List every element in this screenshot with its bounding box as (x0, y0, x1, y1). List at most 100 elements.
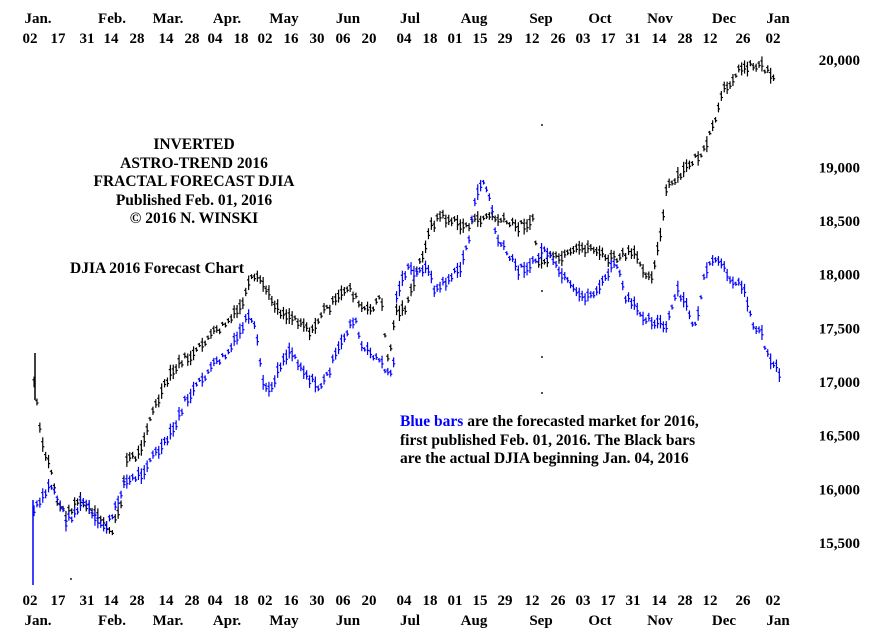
day-label: 16 (284, 593, 300, 609)
forecast-bar (365, 342, 370, 355)
forecast-bar (284, 349, 288, 365)
actual-bar (183, 352, 187, 359)
forecast-bar (75, 507, 80, 515)
actual-bar (615, 258, 619, 264)
forecast-bar (180, 408, 184, 416)
price-tick-label: 17,000 (819, 375, 860, 391)
day-label: 18 (423, 31, 438, 47)
forecast-bar (473, 197, 477, 207)
forecast-bar (708, 261, 712, 266)
actual-bar (493, 215, 497, 223)
forecast-bar (305, 370, 309, 380)
actual-bar (597, 245, 602, 260)
forecast-bar (751, 322, 755, 330)
actual-bar (754, 63, 758, 72)
forecast-bar (162, 436, 167, 446)
actual-bar (360, 301, 364, 313)
day-label: 28 (678, 593, 693, 609)
forecast-bar (255, 334, 259, 346)
forecast-bar (244, 314, 248, 323)
forecast-bar (571, 283, 576, 292)
actual-bar (403, 305, 407, 315)
actual-bar (41, 437, 45, 452)
day-label: 29 (498, 31, 513, 47)
forecast-bar (110, 514, 114, 520)
forecast-bar (70, 516, 74, 523)
day-label: 30 (310, 593, 325, 609)
forecast-bar (548, 251, 552, 258)
forecast-bar (638, 311, 642, 317)
forecast-bar (328, 367, 332, 378)
forecast-bar (661, 321, 665, 333)
month-label: Jun (336, 613, 361, 629)
forecast-bar (763, 345, 767, 350)
forecast-bar (392, 357, 396, 368)
forecast-bar (612, 258, 616, 269)
actual-bar (252, 273, 257, 282)
month-label: Feb. (98, 613, 126, 629)
day-label: 12 (525, 31, 540, 47)
forecast-bar (426, 264, 431, 276)
day-label: 20 (362, 593, 377, 609)
actual-bar (447, 214, 451, 226)
forecast-bar (119, 490, 123, 499)
month-label: Jan (766, 613, 790, 629)
forecast-bar (447, 274, 451, 285)
month-label: Jun (336, 11, 361, 27)
actual-bar (342, 287, 346, 296)
actual-bar (653, 260, 657, 270)
actual-bar (505, 220, 509, 225)
actual-bar (525, 219, 529, 233)
day-label: 31 (80, 593, 95, 609)
forecast-bar (458, 261, 462, 278)
month-label: Dec (712, 11, 736, 27)
month-label: Feb. (98, 11, 126, 27)
day-label: 03 (576, 593, 591, 609)
forecast-bar (702, 273, 706, 280)
actual-bar (142, 432, 146, 447)
month-label: Jan (766, 11, 790, 27)
actual-bar (281, 306, 286, 320)
title-line: INVERTED (153, 136, 235, 153)
forecast-bar (609, 259, 613, 273)
forecast-bar (363, 347, 367, 352)
actual-bar (479, 215, 483, 228)
actual-bar (586, 240, 590, 254)
forecast-bar (481, 179, 486, 185)
actual-bar (348, 282, 352, 292)
day-label: 14 (652, 31, 668, 47)
forecast-bar (168, 423, 172, 440)
note-blue-part: Blue bars (400, 413, 464, 430)
day-label: 12 (703, 593, 718, 609)
forecast-bar (226, 349, 230, 355)
forecast-bar (600, 275, 605, 286)
forecast-bar (418, 266, 422, 273)
stray-dot (541, 356, 543, 358)
actual-bar (145, 423, 149, 435)
forecast-bar (223, 354, 228, 360)
forecast-bar (542, 246, 547, 253)
actual-bar (229, 314, 233, 324)
actual-bar (516, 222, 520, 237)
day-label: 12 (525, 593, 540, 609)
forecast-bar (342, 333, 346, 343)
actual-bar (508, 222, 512, 228)
day-label: 01 (448, 31, 463, 47)
month-label: Apr. (213, 613, 241, 629)
forecast-bar (679, 294, 683, 302)
actual-bar (319, 312, 323, 319)
forecast-bar (734, 281, 738, 286)
forecast-bar (276, 362, 280, 378)
actual-bar (502, 212, 506, 223)
actual-bar (531, 213, 535, 222)
actual-bar (328, 304, 332, 316)
actual-bar (160, 383, 164, 399)
actual-bar (702, 145, 706, 152)
actual-bar (220, 321, 225, 326)
forecast-bar (348, 319, 352, 329)
actual-bar (383, 333, 387, 338)
forecast-bar (197, 377, 201, 383)
forecast-bar (52, 487, 56, 495)
forecast-bar (345, 330, 349, 337)
actual-bar (241, 297, 245, 310)
